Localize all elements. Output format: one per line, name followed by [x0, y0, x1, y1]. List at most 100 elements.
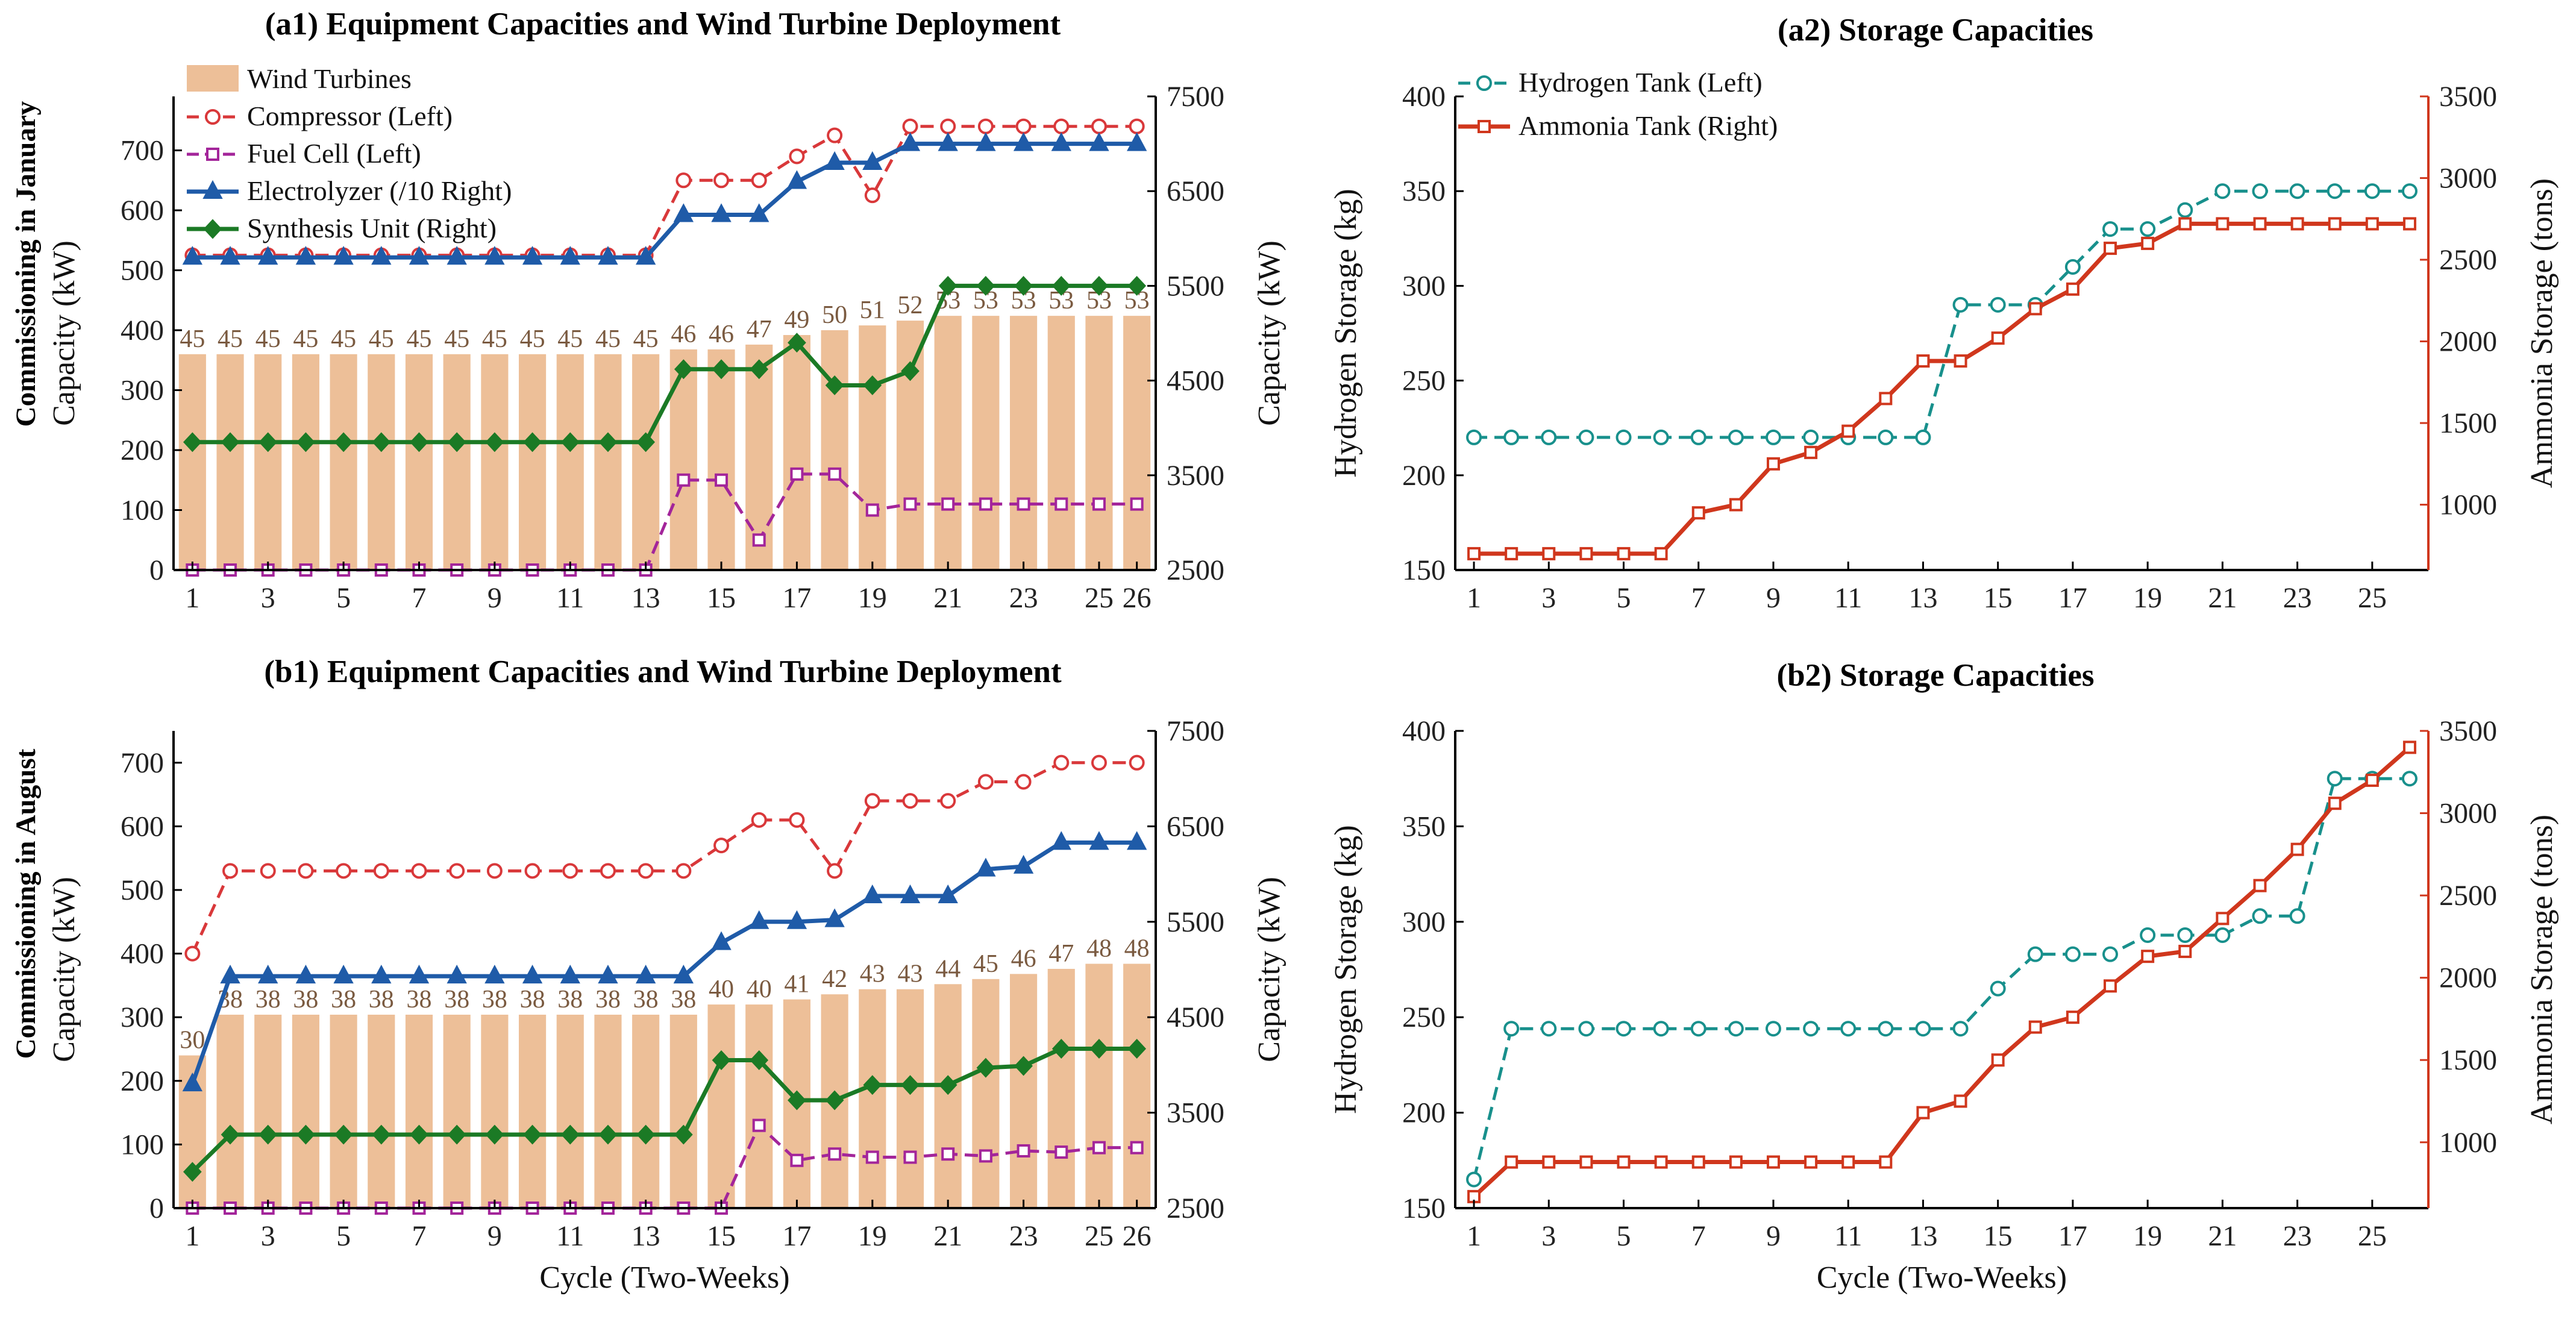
x-tick-label: 11 [1834, 582, 1862, 614]
y-tick-label: 200 [1402, 1097, 1446, 1129]
x-tick-label: 17 [2058, 582, 2087, 614]
y-tick-label: 600 [121, 810, 164, 842]
data-point-electrolyzer [560, 964, 580, 984]
data-point-electrolyzer [1126, 132, 1147, 151]
data-point-fuel_cell [752, 533, 766, 547]
data-point-synthesis [825, 1090, 844, 1111]
wind-turbine-count-label: 38 [407, 986, 432, 1013]
data-point-synthesis [221, 1124, 240, 1145]
data-point-synthesis [523, 1124, 542, 1145]
data-point-hydrogen [2102, 221, 2119, 237]
y2-tick-label: 5500 [1167, 906, 1224, 938]
data-point-synthesis [183, 1162, 202, 1182]
wind-turbine-bar [594, 1014, 622, 1208]
wind-turbine-count-label: 45 [369, 325, 394, 353]
wind-turbine-bar [481, 354, 509, 570]
data-point-ammonia [1505, 547, 1518, 560]
x-tick-label: 1 [1467, 582, 1481, 614]
x-tick-label: 1 [1467, 1220, 1481, 1252]
wind-turbine-count-label: 40 [709, 976, 734, 1003]
data-point-synthesis [750, 359, 769, 380]
data-point-hydrogen [1690, 429, 1706, 445]
data-point-synthesis [901, 361, 920, 381]
data-point-electrolyzer [409, 246, 430, 265]
x-axis-label: Cycle (Two-Weeks) [539, 1261, 789, 1295]
data-point-hydrogen [2102, 946, 2119, 962]
data-point-compressor [864, 187, 880, 204]
y-tick-label: 700 [121, 135, 164, 167]
x-tick-label: 25 [1085, 1220, 1114, 1252]
panel-b1-equipment-capacities: (b1) Equipment Capacities and Wind Turbi… [47, 654, 1286, 1295]
data-point-synthesis [410, 432, 428, 453]
wind-turbine-count-label: 45 [973, 950, 998, 978]
data-point-compressor [902, 118, 918, 134]
data-point-fuel_cell [828, 467, 842, 481]
y2-tick-label: 1000 [2439, 1127, 2497, 1159]
data-point-compressor [675, 172, 692, 189]
chart-title: (b1) Equipment Capacities and Wind Turbi… [264, 654, 1062, 689]
x-tick-label: 1 [185, 582, 199, 614]
data-point-synthesis [901, 1075, 920, 1095]
data-point-hydrogen [2064, 258, 2081, 275]
wind-turbine-bar [669, 1014, 697, 1208]
wind-turbine-bar [669, 349, 697, 570]
data-point-compressor [751, 172, 767, 189]
legend-marker-hydrogen [1476, 75, 1492, 91]
data-point-synthesis [447, 1124, 466, 1145]
data-point-fuel_cell [941, 497, 955, 511]
data-point-synthesis [636, 432, 656, 453]
chart-title: (b2) Storage Capacities [1777, 658, 2095, 693]
data-point-electrolyzer [1013, 854, 1034, 874]
data-point-ammonia [1617, 547, 1631, 560]
y-tick-label: 250 [1402, 1001, 1446, 1033]
data-point-synthesis [447, 432, 466, 453]
data-point-ammonia [2402, 741, 2416, 754]
data-point-fuel_cell [1092, 497, 1106, 511]
wind-turbine-count-label: 43 [860, 960, 885, 988]
x-tick-label: 17 [782, 1220, 811, 1252]
data-point-electrolyzer [258, 964, 278, 984]
data-point-synthesis [1051, 1039, 1071, 1059]
data-point-hydrogen [1615, 429, 1632, 445]
data-point-electrolyzer [711, 931, 732, 950]
data-point-hydrogen [2140, 927, 2156, 943]
data-point-hydrogen [1541, 1021, 1557, 1037]
data-point-synthesis [674, 1124, 693, 1145]
wind-turbine-count-label: 45 [633, 325, 659, 353]
data-point-fuel_cell [752, 1118, 766, 1132]
data-point-compressor [373, 863, 389, 879]
wind-turbine-bar [1085, 316, 1113, 570]
data-point-ammonia [1916, 354, 1930, 368]
data-point-fuel_cell [1055, 497, 1068, 511]
data-point-compressor [789, 812, 805, 828]
data-point-hydrogen [1803, 429, 1819, 445]
y-tick-label: 0 [149, 554, 164, 586]
wind-turbine-bar [216, 1014, 244, 1208]
x-tick-label: 13 [631, 1220, 660, 1252]
y2-tick-label: 3500 [2439, 715, 2497, 747]
x-tick-label: 13 [1908, 1220, 1937, 1252]
data-point-electrolyzer [786, 170, 807, 189]
y-tick-label: 250 [1402, 365, 1446, 397]
data-point-synthesis [750, 1050, 769, 1070]
series-line-compressor [191, 761, 1137, 954]
legend-marker-ammonia [1478, 120, 1491, 133]
data-point-synthesis [372, 432, 391, 453]
data-point-hydrogen [2064, 946, 2081, 962]
data-point-compressor [1053, 118, 1070, 134]
y-tick-label: 500 [121, 255, 164, 287]
wind-turbine-bar [745, 1004, 773, 1208]
data-point-hydrogen [1915, 1021, 1931, 1037]
legend-label: Synthesis Unit (Right) [247, 213, 497, 243]
wind-turbine-count-label: 50 [822, 301, 847, 329]
data-point-ammonia [2402, 217, 2416, 231]
wind-turbine-bar [1123, 963, 1151, 1208]
y2-tick-label: 1500 [2439, 1044, 2497, 1076]
wind-turbine-bar [254, 1014, 282, 1208]
data-point-electrolyzer [824, 908, 845, 927]
wind-turbine-bar [896, 321, 924, 570]
series-line-ammonia [1474, 221, 2410, 556]
x-tick-label: 25 [1085, 582, 1114, 614]
legend-marker-synthesis [203, 219, 222, 239]
data-point-electrolyzer [900, 884, 921, 904]
